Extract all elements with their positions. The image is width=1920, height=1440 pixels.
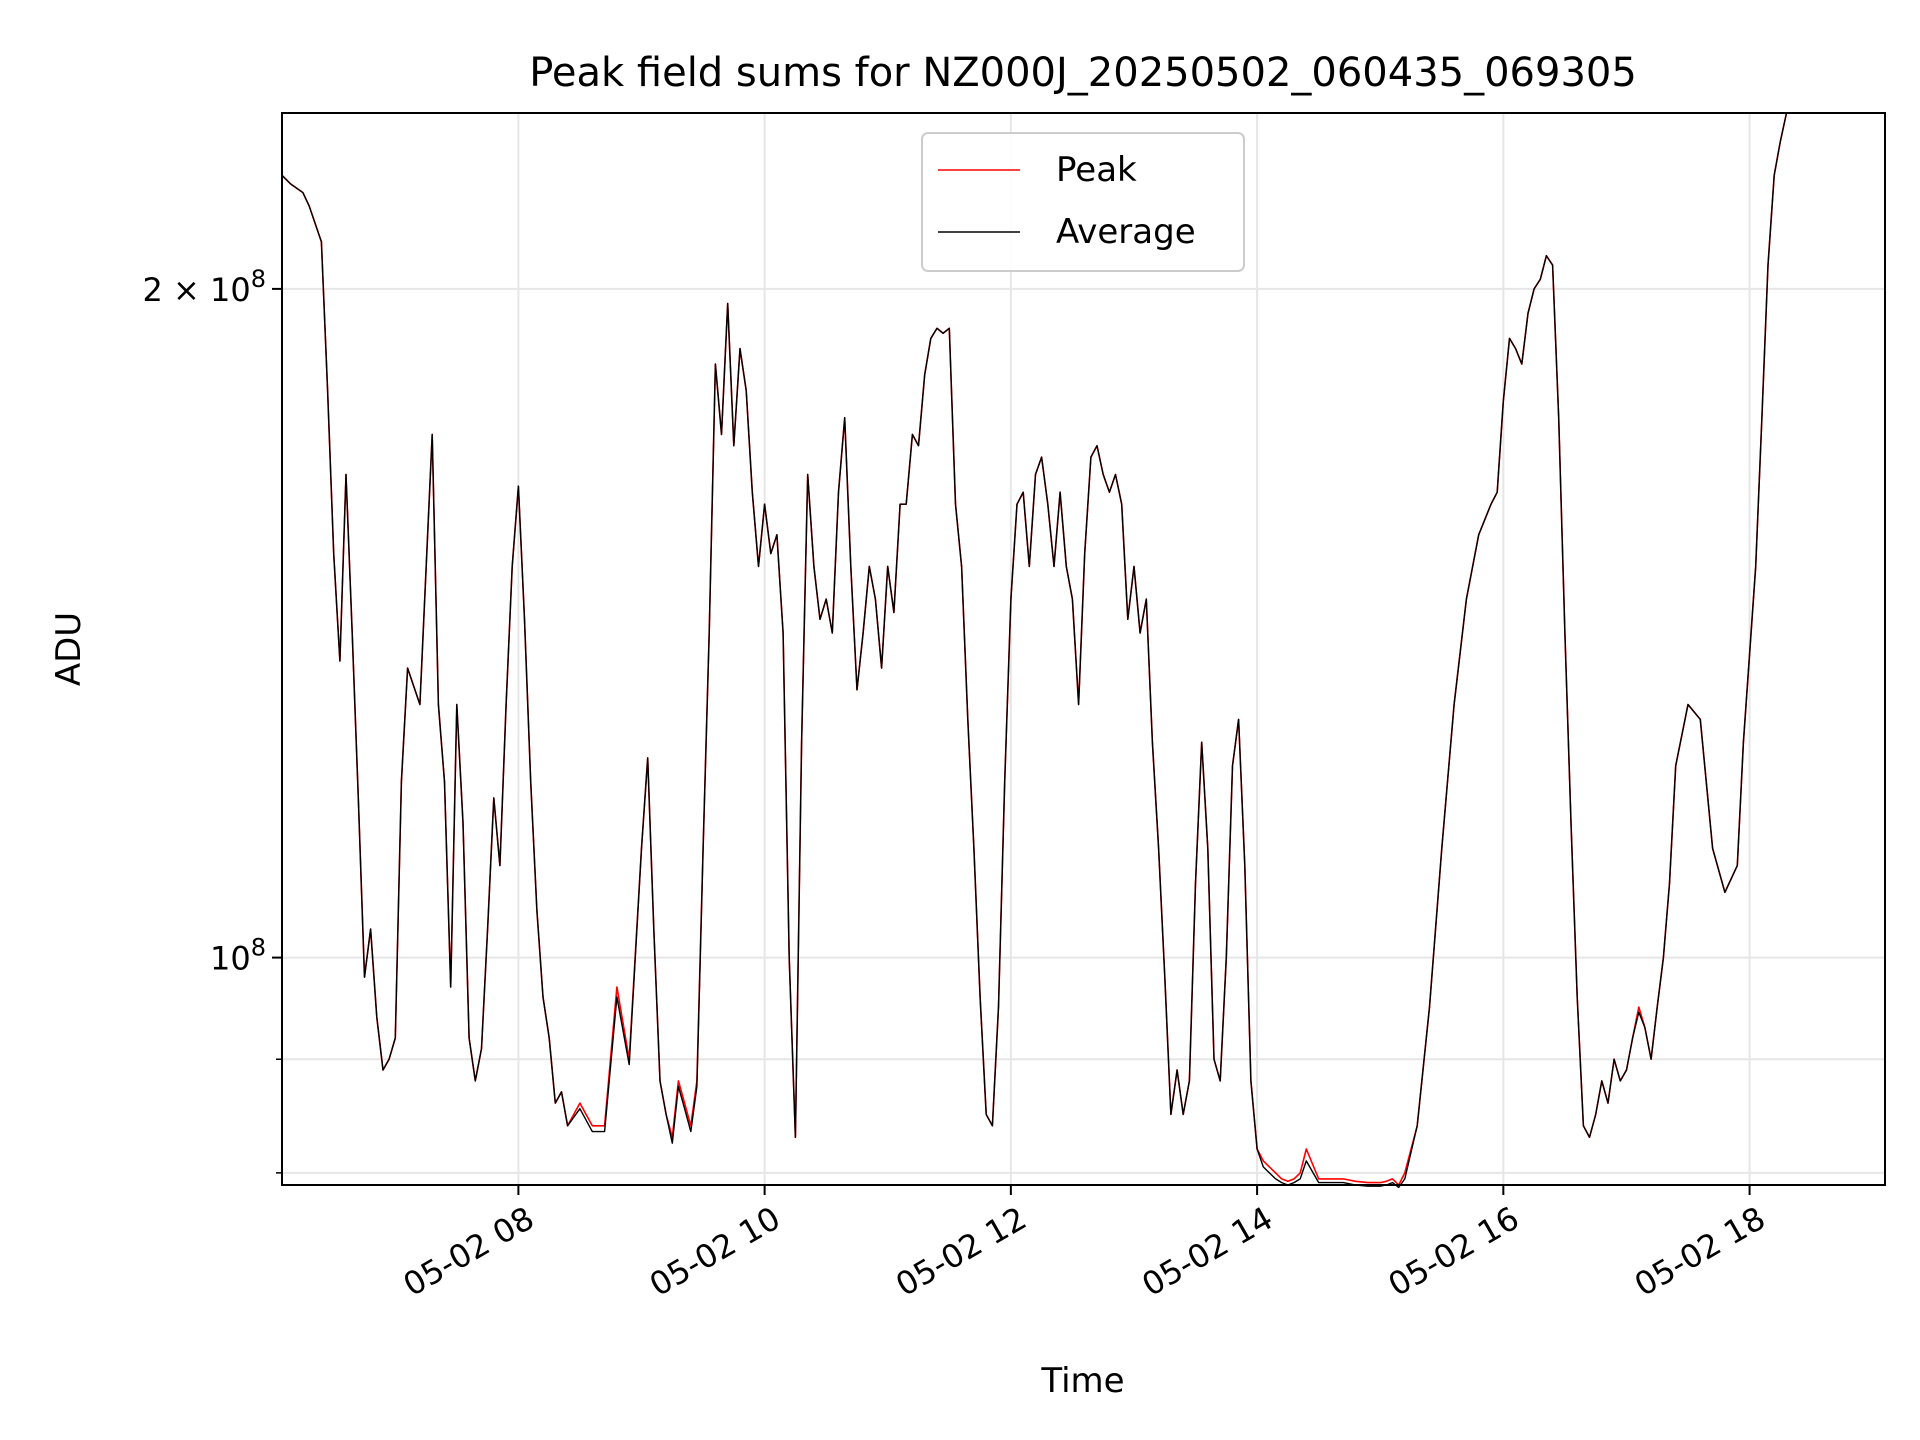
legend: Peak Average <box>921 132 1245 272</box>
legend-label-average: Average <box>1056 212 1196 252</box>
y-tick-label: 108 <box>210 934 266 978</box>
series-line-average <box>281 112 1788 1189</box>
y-tick-label: 2 × 108 <box>142 265 266 309</box>
plot-area <box>281 112 1886 1186</box>
x-axis-label: Time <box>1040 1361 1124 1401</box>
chart-title: Peak field sums for NZ000J_20250502_0604… <box>529 50 1637 96</box>
legend-box <box>921 132 1245 272</box>
y-axis: 108 2 × 108 <box>142 265 282 1174</box>
legend-label-peak: Peak <box>1056 150 1137 190</box>
series-layer <box>281 112 1788 1189</box>
y-axis-label: ADU <box>49 612 89 686</box>
